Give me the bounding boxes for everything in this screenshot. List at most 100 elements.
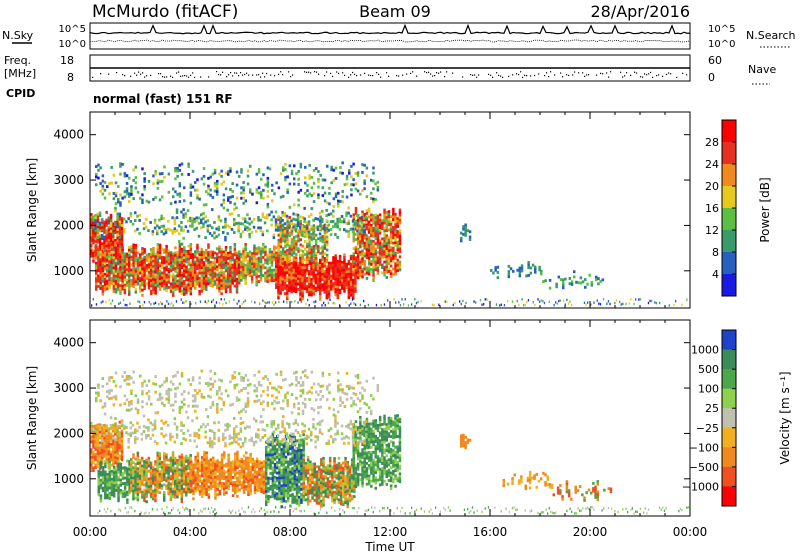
power-cell <box>123 174 127 178</box>
power-cell <box>338 227 342 231</box>
velocity-cell <box>145 466 148 470</box>
power-cell <box>370 229 373 232</box>
velocity-data <box>90 369 690 515</box>
velocity-cell <box>154 475 157 479</box>
power-cell <box>147 260 151 264</box>
velocity-cell <box>114 458 117 462</box>
power-cell <box>325 230 329 234</box>
power-cell <box>387 249 391 253</box>
power-cell <box>165 273 168 277</box>
power-cell <box>233 266 237 270</box>
nave-point <box>636 72 638 74</box>
power-cell <box>279 257 283 261</box>
velocity-cell <box>108 465 111 469</box>
velocity-cell <box>130 476 133 480</box>
power-cell <box>229 167 232 171</box>
power-cell <box>281 275 285 279</box>
power-cell <box>372 214 375 217</box>
power-cell <box>332 205 336 208</box>
power-cell <box>301 266 304 270</box>
power-cell <box>327 213 331 217</box>
power-cell <box>227 285 230 289</box>
power-cell <box>273 279 276 282</box>
power-cell <box>161 279 164 283</box>
velocity-cell <box>214 473 217 477</box>
velocity-cell <box>180 479 184 483</box>
power-cell <box>562 278 565 282</box>
power-cell <box>183 248 186 252</box>
nave-point <box>608 76 610 78</box>
power-cell <box>224 187 228 191</box>
power-cell <box>306 184 309 187</box>
power-cell <box>209 284 212 288</box>
power-cell <box>238 255 241 259</box>
power-cell <box>347 275 351 279</box>
power-cell <box>90 231 93 235</box>
velocity-cell <box>178 458 181 461</box>
nave-point <box>150 74 152 77</box>
velocity-cell <box>90 458 93 462</box>
power-cell <box>233 263 237 267</box>
power-cell <box>281 262 285 266</box>
power-cell <box>158 272 162 276</box>
velocity-cell <box>112 450 115 454</box>
velocity-cell <box>134 488 137 492</box>
velocity-cell <box>207 464 211 468</box>
power-cell <box>345 195 349 199</box>
power-cell <box>246 182 250 186</box>
power-cell <box>216 278 219 282</box>
power-cell <box>531 263 535 267</box>
velocity-cell <box>154 496 157 500</box>
power-cell <box>394 231 397 234</box>
ground-scatter-cell <box>607 300 610 303</box>
power-cell <box>105 218 108 222</box>
power-cell <box>299 230 302 234</box>
power-cell <box>319 269 322 273</box>
velocity-cell <box>136 495 140 499</box>
power-cell <box>319 279 322 283</box>
power-cell <box>334 256 337 260</box>
velocity-cell <box>209 484 213 488</box>
ground-scatter-cell <box>462 299 464 303</box>
ground-scatter-cell <box>148 300 150 304</box>
colorbar-segment <box>722 186 736 209</box>
power-cell <box>283 281 287 285</box>
power-cell <box>222 271 226 275</box>
power-cell <box>292 284 296 288</box>
power-cell <box>156 179 160 182</box>
velocity-cell <box>163 493 166 497</box>
power-cell <box>235 251 239 255</box>
power-cell <box>117 254 120 258</box>
velocity-cell <box>220 458 224 462</box>
power-cell <box>378 239 382 243</box>
power-cell <box>376 214 380 218</box>
velocity-cell <box>176 485 179 488</box>
power-cell <box>361 189 364 193</box>
velocity-cell <box>154 478 157 482</box>
nave-point <box>258 74 260 76</box>
power-cell <box>297 231 300 235</box>
power-cell <box>222 266 226 269</box>
power-cell <box>147 271 151 274</box>
power-cell <box>244 199 248 203</box>
ground-scatter-cell <box>537 298 539 301</box>
power-cell <box>301 279 304 283</box>
velocity-cell <box>90 430 93 433</box>
power-cell <box>334 288 337 291</box>
power-cell <box>95 251 98 255</box>
power-cell <box>292 263 296 267</box>
power-cell <box>119 271 122 275</box>
power-cell <box>321 253 324 257</box>
power-cell <box>99 268 102 272</box>
power-cell <box>271 199 274 203</box>
power-cell <box>180 258 184 262</box>
velocity-cell <box>108 481 111 485</box>
power-cell <box>200 276 204 280</box>
velocity-cell <box>196 464 200 468</box>
velocity-cell <box>207 459 211 463</box>
power-cell <box>248 271 252 275</box>
velocity-cell <box>171 456 175 460</box>
velocity-cell <box>178 491 181 495</box>
power-cell <box>349 291 353 295</box>
